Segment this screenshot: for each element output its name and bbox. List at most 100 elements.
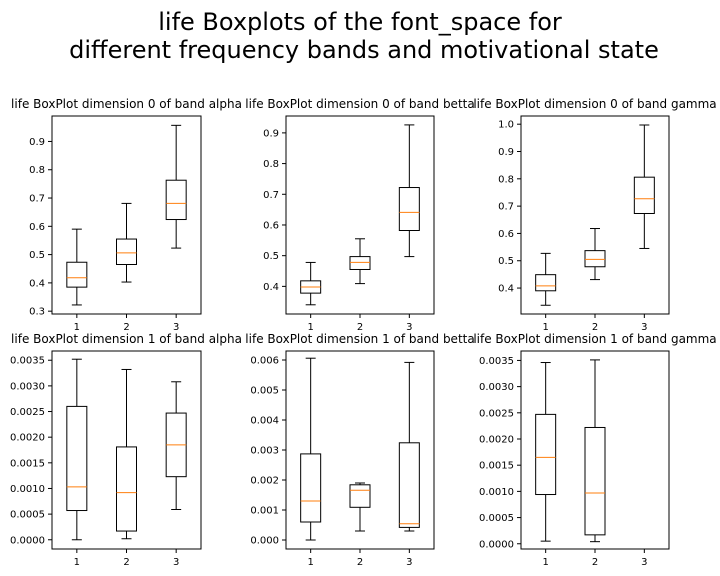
- y-tick-label: 0.0030: [10, 381, 45, 392]
- y-tick-label: 0.6: [498, 229, 514, 240]
- iqr-box: [584, 426, 606, 536]
- subplot-2: life BoxPlot dimension 0 of band betta 0.…: [245, 97, 474, 333]
- iqr-box: [398, 442, 420, 528]
- y-tick-label: 0.9: [263, 128, 279, 139]
- y-tick-label: 0.8: [498, 174, 514, 185]
- x-tick-label: 2: [123, 557, 129, 568]
- boxplot-2: [584, 359, 606, 543]
- y-tick-label: 0.4: [29, 278, 45, 289]
- x-tick-label: 2: [592, 322, 598, 333]
- subplot-1: life BoxPlot dimension 0 of band alpha 0.…: [11, 97, 242, 333]
- y-tick-label: 0.000: [250, 536, 279, 547]
- subplot-5: life BoxPlot dimension 1 of band betta 0.…: [245, 332, 474, 568]
- boxplot-1: [66, 228, 88, 306]
- y-tick-label: 0.5: [263, 251, 279, 262]
- iqr-box: [349, 256, 371, 270]
- y-tick-label: 0.0020: [479, 435, 514, 446]
- y-tick-label: 0.7: [263, 190, 279, 201]
- boxplot-3: [633, 124, 655, 249]
- y-tick-label: 0.0035: [10, 356, 45, 367]
- subplots-grid: life BoxPlot dimension 0 of band alpha 0.…: [10, 97, 717, 568]
- iqr-box: [165, 179, 187, 221]
- y-tick-label: 0.8: [263, 159, 279, 170]
- y-tick-label: 0.7: [498, 202, 514, 213]
- x-tick-label: 1: [307, 322, 313, 333]
- boxplot-3: [398, 361, 420, 532]
- figure-title-line-1: life Boxplots of the font_space for: [158, 8, 562, 36]
- y-tick-label: 0.005: [250, 386, 279, 397]
- x-tick-label: 1: [542, 557, 548, 568]
- x-tick-label: 1: [74, 322, 80, 333]
- boxplot-1: [535, 362, 557, 542]
- iqr-box: [116, 238, 137, 266]
- boxplot-1: [66, 358, 88, 541]
- x-tick-label: 2: [357, 322, 363, 333]
- y-tick-label: 0.8: [29, 165, 45, 176]
- iqr-box: [300, 453, 322, 523]
- x-tick-label: 3: [173, 557, 179, 568]
- subplot-title: life BoxPlot dimension 0 of band alpha: [11, 97, 242, 111]
- y-tick-label: 0.0000: [10, 535, 45, 546]
- iqr-box: [535, 413, 557, 496]
- y-tick-label: 0.0025: [479, 408, 514, 419]
- subplot-title: life BoxPlot dimension 1 of band alpha: [11, 332, 242, 346]
- boxplot-1: [535, 252, 557, 306]
- y-tick-label: 1.0: [498, 120, 514, 131]
- y-tick-label: 0.9: [29, 137, 45, 148]
- y-tick-label: 0.9: [498, 147, 514, 158]
- y-tick-label: 0.7: [29, 194, 45, 205]
- y-tick-label: 0.3: [29, 307, 45, 318]
- y-tick-label: 0.0025: [10, 407, 45, 418]
- subplot-4: life BoxPlot dimension 1 of band alpha 0.…: [10, 332, 242, 568]
- y-tick-label: 0.6: [29, 222, 45, 233]
- y-tick-label: 0.0030: [479, 382, 514, 393]
- x-tick-label: 3: [406, 322, 412, 333]
- iqr-box: [116, 446, 137, 532]
- y-tick-label: 0.0020: [10, 433, 45, 444]
- boxplot-2: [349, 482, 371, 532]
- y-tick-label: 0.6: [263, 220, 279, 231]
- y-tick-label: 0.0000: [479, 539, 514, 550]
- boxplot-3: [165, 381, 187, 511]
- subplot-title: life BoxPlot dimension 0 of band betta: [245, 97, 474, 111]
- subplot-title: life BoxPlot dimension 0 of band gamma: [473, 97, 716, 111]
- figure-title-line-2: different frequency bands and motivation…: [69, 36, 659, 64]
- boxplot-2: [116, 202, 137, 283]
- x-tick-label: 3: [641, 322, 647, 333]
- subplot-6: life BoxPlot dimension 1 of band gamma 0.…: [473, 332, 716, 568]
- y-tick-label: 0.001: [250, 506, 279, 517]
- y-tick-label: 0.0035: [479, 356, 514, 367]
- boxplot-1: [300, 261, 322, 306]
- subplot-title: life BoxPlot dimension 1 of band betta: [245, 332, 474, 346]
- iqr-box: [66, 261, 88, 288]
- boxplot-3: [398, 124, 420, 258]
- axes-frame: [285, 115, 435, 315]
- subplot-title: life BoxPlot dimension 1 of band gamma: [473, 332, 716, 346]
- y-tick-label: 0.5: [29, 250, 45, 261]
- x-tick-label: 2: [592, 557, 598, 568]
- y-tick-label: 0.0010: [10, 484, 45, 495]
- boxplot-3: [165, 124, 187, 249]
- iqr-box: [535, 274, 557, 292]
- iqr-box: [633, 176, 655, 214]
- x-tick-label: 2: [357, 557, 363, 568]
- y-tick-label: 0.0010: [479, 487, 514, 498]
- x-tick-label: 1: [542, 322, 548, 333]
- x-tick-label: 1: [307, 557, 313, 568]
- y-tick-label: 0.4: [263, 282, 279, 293]
- x-tick-label: 3: [173, 322, 179, 333]
- iqr-box: [66, 405, 88, 512]
- x-tick-label: 3: [406, 557, 412, 568]
- axes-frame: [520, 115, 670, 315]
- subplot-3: life BoxPlot dimension 0 of band gamma 0.…: [473, 97, 716, 333]
- y-tick-label: 0.0015: [479, 461, 514, 472]
- boxplot-2: [584, 228, 606, 281]
- y-tick-label: 0.0005: [10, 510, 45, 521]
- boxplot-2: [116, 368, 137, 540]
- y-tick-label: 0.4: [498, 284, 514, 295]
- y-tick-label: 0.0005: [479, 513, 514, 524]
- y-tick-label: 0.003: [250, 446, 279, 457]
- iqr-box: [349, 484, 371, 508]
- iqr-box: [398, 187, 420, 232]
